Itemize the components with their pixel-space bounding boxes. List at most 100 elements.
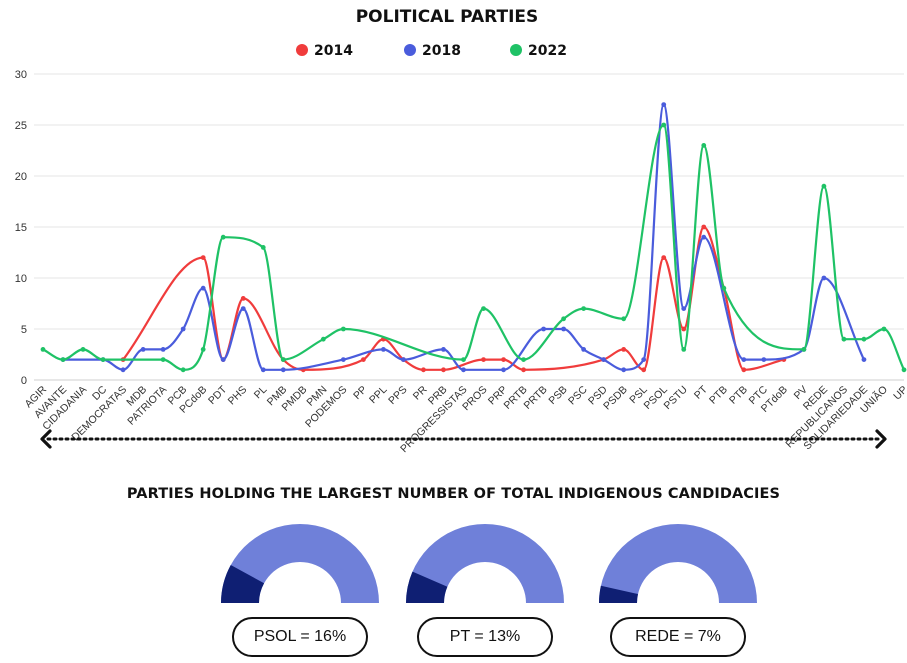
data-point xyxy=(180,367,186,373)
data-point xyxy=(160,347,166,352)
data-point xyxy=(100,357,106,362)
data-point xyxy=(741,357,747,362)
data-point xyxy=(681,347,687,352)
x-tick-label: PTB xyxy=(707,384,730,407)
x-tick-label: PSC xyxy=(566,383,590,407)
legend-marker xyxy=(404,44,416,56)
x-tick-label: PHS xyxy=(226,384,250,408)
y-axis: 0 5 10 15 20 25 30 xyxy=(15,69,27,387)
data-point xyxy=(821,275,827,281)
data-point xyxy=(421,367,426,373)
data-point xyxy=(80,347,86,352)
data-point xyxy=(60,357,66,362)
data-point xyxy=(661,122,667,128)
line-chart: POLITICAL PARTIES 2014 2018 2022 0 5 10 15 20 2… xyxy=(15,7,907,455)
data-point xyxy=(120,367,126,373)
data-point xyxy=(521,367,526,373)
x-tick-label: PRTB xyxy=(522,384,550,412)
scroll-arrow xyxy=(40,429,887,449)
data-point xyxy=(621,367,627,373)
data-point xyxy=(200,285,206,291)
data-point xyxy=(861,336,867,342)
data-point xyxy=(641,367,647,373)
data-point xyxy=(881,326,887,332)
data-point xyxy=(320,336,326,342)
data-point xyxy=(581,306,587,311)
section-heading: PARTIES HOLDING THE LARGEST NUMBER OF TO… xyxy=(126,486,781,502)
data-point xyxy=(501,357,506,362)
data-point xyxy=(340,357,346,362)
data-point xyxy=(160,357,166,362)
y-tick-label: 10 xyxy=(15,273,27,285)
data-point xyxy=(240,296,246,301)
x-tick-label: PTB xyxy=(727,384,750,407)
legend-label: 2018 xyxy=(422,43,461,59)
legend-label: 2014 xyxy=(314,43,353,59)
gauge xyxy=(221,524,379,603)
gauge-track xyxy=(599,524,757,603)
data-point xyxy=(821,183,827,189)
grid xyxy=(34,73,904,381)
data-point xyxy=(701,224,707,230)
data-point xyxy=(441,367,446,373)
data-point xyxy=(200,255,206,260)
y-tick-label: 30 xyxy=(15,69,27,81)
series-line xyxy=(42,123,905,371)
gauge-label: PSOL = 16% xyxy=(232,617,368,657)
data-point xyxy=(641,357,647,362)
y-tick-label: 5 xyxy=(21,324,27,336)
gauge-track xyxy=(406,524,564,603)
data-point xyxy=(200,347,206,352)
data-point xyxy=(721,285,727,291)
data-point xyxy=(661,102,667,107)
data-point xyxy=(521,357,526,362)
data-point xyxy=(601,357,607,362)
data-point xyxy=(701,143,707,148)
gauge-label: REDE = 7% xyxy=(610,617,746,657)
series-2018 xyxy=(60,102,867,373)
data-point xyxy=(681,306,687,311)
series-line xyxy=(63,103,865,371)
x-tick-label: PSB xyxy=(546,384,569,407)
y-tick-label: 0 xyxy=(21,375,27,387)
data-point xyxy=(761,357,767,362)
series-2014 xyxy=(120,224,787,373)
x-tick-label: UP xyxy=(891,384,907,403)
gauge xyxy=(599,524,757,603)
data-point xyxy=(701,234,707,240)
data-point xyxy=(581,347,587,352)
x-tick-label: PPS xyxy=(386,384,409,407)
arrow-left-head xyxy=(40,429,52,449)
data-point xyxy=(461,357,466,362)
y-tick-label: 25 xyxy=(15,120,27,132)
data-point xyxy=(401,357,406,362)
data-point xyxy=(681,326,687,332)
series-2022 xyxy=(40,122,907,373)
legend-label: 2022 xyxy=(528,43,567,59)
chart-title: POLITICAL PARTIES xyxy=(356,7,539,27)
legend-marker xyxy=(296,44,308,56)
data-point xyxy=(861,357,867,362)
x-tick-label: PSTU xyxy=(662,384,690,412)
legend: 2014 2018 2022 xyxy=(296,43,567,59)
data-point xyxy=(661,255,667,260)
data-point xyxy=(481,306,486,311)
data-point xyxy=(220,357,226,362)
data-point xyxy=(841,336,847,342)
data-point xyxy=(260,245,266,250)
data-point xyxy=(180,326,186,332)
data-point xyxy=(340,326,346,332)
x-tick-label: PDT xyxy=(206,383,230,407)
data-point xyxy=(280,357,286,362)
data-point xyxy=(501,367,506,373)
gauge xyxy=(406,524,564,603)
data-point xyxy=(441,347,446,352)
gauge-fill xyxy=(221,564,265,603)
series-group xyxy=(40,102,907,373)
data-point xyxy=(481,357,486,362)
x-tick-label: PP xyxy=(351,384,369,402)
gauge-fill xyxy=(599,585,638,603)
gauge-fill xyxy=(406,571,448,603)
data-point xyxy=(901,367,907,373)
data-point xyxy=(220,234,226,240)
